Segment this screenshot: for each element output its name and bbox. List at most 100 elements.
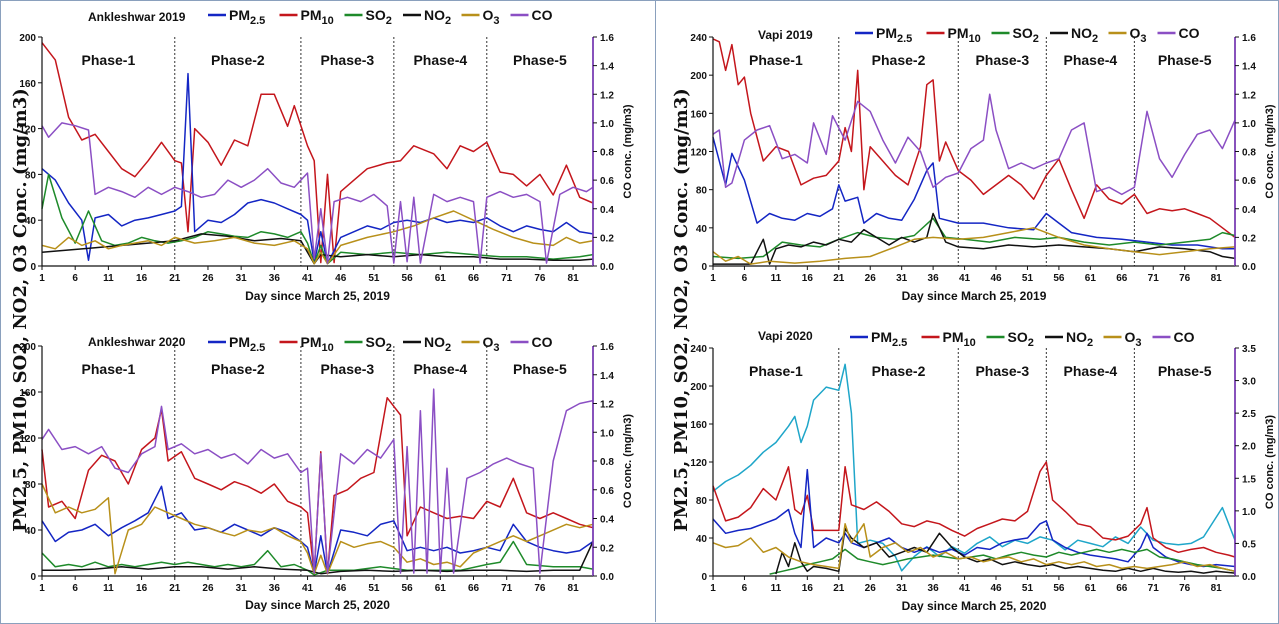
- y-tick-label: 40: [25, 216, 37, 227]
- x-tick-label: 26: [865, 583, 877, 594]
- y2-tick-label: 1.6: [1242, 33, 1256, 44]
- phase-label: Phase-3: [975, 363, 1029, 379]
- legend-entry: NO2: [1050, 25, 1098, 45]
- y2-tick-label: 0.2: [1242, 233, 1256, 244]
- y2-tick-label: 0.8: [600, 148, 614, 159]
- x-tick-label: 66: [1116, 583, 1128, 594]
- x-axis-title: Day since March 25, 2020: [245, 598, 390, 612]
- x-tick-label: 21: [169, 273, 181, 284]
- x-tick-label: 16: [802, 273, 814, 284]
- x-tick-label: 11: [103, 273, 114, 284]
- legend-entry: SO2: [344, 334, 392, 354]
- x-tick-label: 71: [501, 273, 513, 284]
- x-tick-label: 21: [833, 583, 845, 594]
- legend-label: NO2: [1071, 25, 1098, 45]
- x-tick-label: 6: [72, 583, 78, 594]
- legend-label: SO2: [366, 334, 392, 354]
- series-line-so2: [769, 548, 1236, 575]
- panel-vapi2019: Phase-1 Phase-2 Phase-3 Phase-4 Phase-51 6 11 1…: [690, 25, 1276, 303]
- x-tick-label: 1: [710, 273, 716, 284]
- series-line-no2: [775, 527, 1236, 575]
- y2-tick-label: 0.2: [600, 543, 614, 554]
- y2-tick-label: 0.6: [600, 486, 614, 497]
- legend-entry: PM2.5: [855, 25, 912, 45]
- phase-label: Phase-2: [872, 363, 926, 379]
- legend-label: PM2.5: [229, 334, 265, 354]
- x-tick-label: 46: [990, 583, 1002, 594]
- legend-entry: PM2.5: [208, 7, 265, 27]
- y-tick-label: 200: [19, 342, 36, 353]
- x-tick-label: 66: [468, 273, 480, 284]
- x-tick-label: 41: [959, 583, 971, 594]
- y2-tick-label: 1.6: [600, 33, 614, 44]
- x-tick-label: 11: [103, 583, 114, 594]
- legend-label: CO: [1179, 25, 1200, 41]
- x-tick-label: 71: [1148, 273, 1160, 284]
- x-tick-label: 46: [335, 583, 347, 594]
- panel-divider: [655, 0, 656, 622]
- legend-label: PM10: [301, 334, 334, 354]
- series-line-o3: [712, 523, 1236, 573]
- x-tick-label: 21: [169, 583, 181, 594]
- y-tick-label: 160: [19, 79, 36, 90]
- x-tick-label: 51: [1022, 273, 1034, 284]
- x-tick-label: 1: [710, 583, 716, 594]
- legend-entry: PM2.5: [850, 329, 907, 349]
- y-tick-label: 160: [690, 420, 707, 431]
- right-axis-title: CO conc. (mg/m3): [1264, 415, 1276, 509]
- legend-label: SO2: [1013, 25, 1039, 45]
- y2-tick-label: 0.4: [600, 515, 614, 526]
- x-tick-label: 51: [368, 273, 380, 284]
- series-line-pm2-5: [712, 468, 1236, 568]
- legend-entry: PM10: [926, 25, 981, 45]
- y2-tick-label: 0.8: [1242, 148, 1256, 159]
- y2-tick-label: 1.0: [1242, 507, 1256, 518]
- x-tick-label: 61: [1085, 273, 1097, 284]
- y2-tick-label: 0.8: [600, 457, 614, 468]
- x-tick-label: 81: [568, 273, 580, 284]
- legend-entry: NO2: [403, 7, 451, 27]
- x-tick-label: 16: [136, 273, 148, 284]
- y2-tick-label: 0.0: [1242, 572, 1256, 583]
- legend-entry: PM10: [921, 329, 976, 349]
- phase-label: Phase-4: [413, 361, 467, 377]
- x-tick-label: 31: [896, 273, 908, 284]
- legend-label: NO2: [424, 334, 451, 354]
- y-tick-label: 80: [25, 170, 37, 181]
- y2-tick-label: 2.0: [1242, 442, 1256, 453]
- x-tick-label: 31: [236, 273, 248, 284]
- phase-label: Phase-1: [749, 363, 803, 379]
- phase-label: Phase-4: [1063, 52, 1117, 68]
- x-tick-label: 11: [771, 583, 782, 594]
- legend-label: CO: [1174, 329, 1195, 345]
- y2-tick-label: 0.0: [600, 262, 614, 273]
- legend-entry: SO2: [986, 329, 1034, 349]
- x-tick-label: 31: [896, 583, 908, 594]
- y2-tick-label: 1.2: [600, 90, 614, 101]
- y2-tick-label: 3.5: [1242, 344, 1256, 355]
- x-tick-label: 41: [302, 583, 314, 594]
- y-tick-label: 0: [30, 572, 36, 583]
- x-tick-label: 76: [534, 273, 546, 284]
- x-tick-label: 36: [269, 273, 281, 284]
- x-tick-label: 81: [1211, 273, 1223, 284]
- phase-label: Phase-2: [211, 361, 265, 377]
- y-tick-label: 80: [696, 186, 708, 197]
- phase-label: Phase-3: [321, 52, 375, 68]
- legend-entry: NO2: [1045, 329, 1093, 349]
- x-tick-label: 6: [742, 583, 748, 594]
- left-axis-title-right-column: PM2.5, PM10, SO2, NO2, O3 Conc. (mg/m3): [671, 88, 692, 531]
- legend-label: SO2: [366, 7, 392, 27]
- y-tick-label: 200: [690, 71, 707, 82]
- phase-label: Phase-5: [513, 52, 567, 68]
- y-tick-label: 160: [690, 109, 707, 120]
- y-tick-label: 80: [25, 480, 37, 491]
- legend-label: NO2: [1066, 329, 1093, 349]
- right-axis-title: CO conc. (mg/m3): [622, 104, 634, 198]
- y2-tick-label: 1.2: [600, 400, 614, 411]
- y2-tick-label: 1.0: [1242, 119, 1256, 130]
- x-tick-label: 81: [568, 583, 580, 594]
- x-tick-label: 41: [959, 273, 971, 284]
- y-tick-label: 0: [701, 572, 707, 583]
- y-tick-label: 120: [690, 148, 707, 159]
